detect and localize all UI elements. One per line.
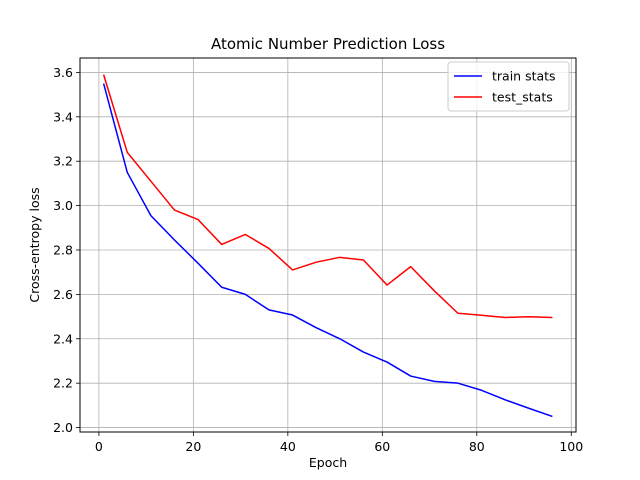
grid — [80, 58, 576, 432]
y-tick-label: 2.0 — [53, 420, 73, 435]
y-tick-label: 2.6 — [53, 287, 73, 302]
x-tick-label: 0 — [95, 439, 103, 454]
series-lines — [102, 74, 553, 418]
legend: train stats test_stats — [447, 61, 570, 112]
y-tick-label: 3.2 — [53, 154, 73, 169]
x-tick-label: 60 — [374, 439, 390, 454]
series-line-2 — [102, 74, 553, 319]
y-tick-label: 3.4 — [53, 109, 73, 124]
x-axis-label: Epoch — [309, 455, 347, 470]
y-tick-label: 3.0 — [53, 198, 73, 213]
y-tick-label: 2.4 — [53, 331, 73, 346]
y-axis-label: Cross-entropy loss — [27, 187, 42, 302]
chart-title: Atomic Number Prediction Loss — [211, 35, 445, 53]
x-tick-label: 80 — [469, 439, 485, 454]
x-tick-label: 20 — [185, 439, 201, 454]
y-tick-label: 2.8 — [53, 242, 73, 257]
series-line-1 — [102, 83, 553, 418]
y-tick-label: 3.6 — [53, 65, 73, 80]
legend-label-1: train stats — [492, 69, 556, 84]
axis-ticks: 0 20 40 60 80 100 2.0 2.2 2.4 2.6 2.8 3.0 3.2 3.4 3.6 — [53, 65, 583, 454]
x-tick-label: 100 — [559, 439, 583, 454]
legend-box — [447, 61, 570, 112]
x-tick-label: 40 — [280, 439, 296, 454]
y-tick-label: 2.2 — [53, 376, 73, 391]
plot-frame — [79, 57, 577, 433]
legend-label-2: test_stats — [492, 90, 553, 105]
